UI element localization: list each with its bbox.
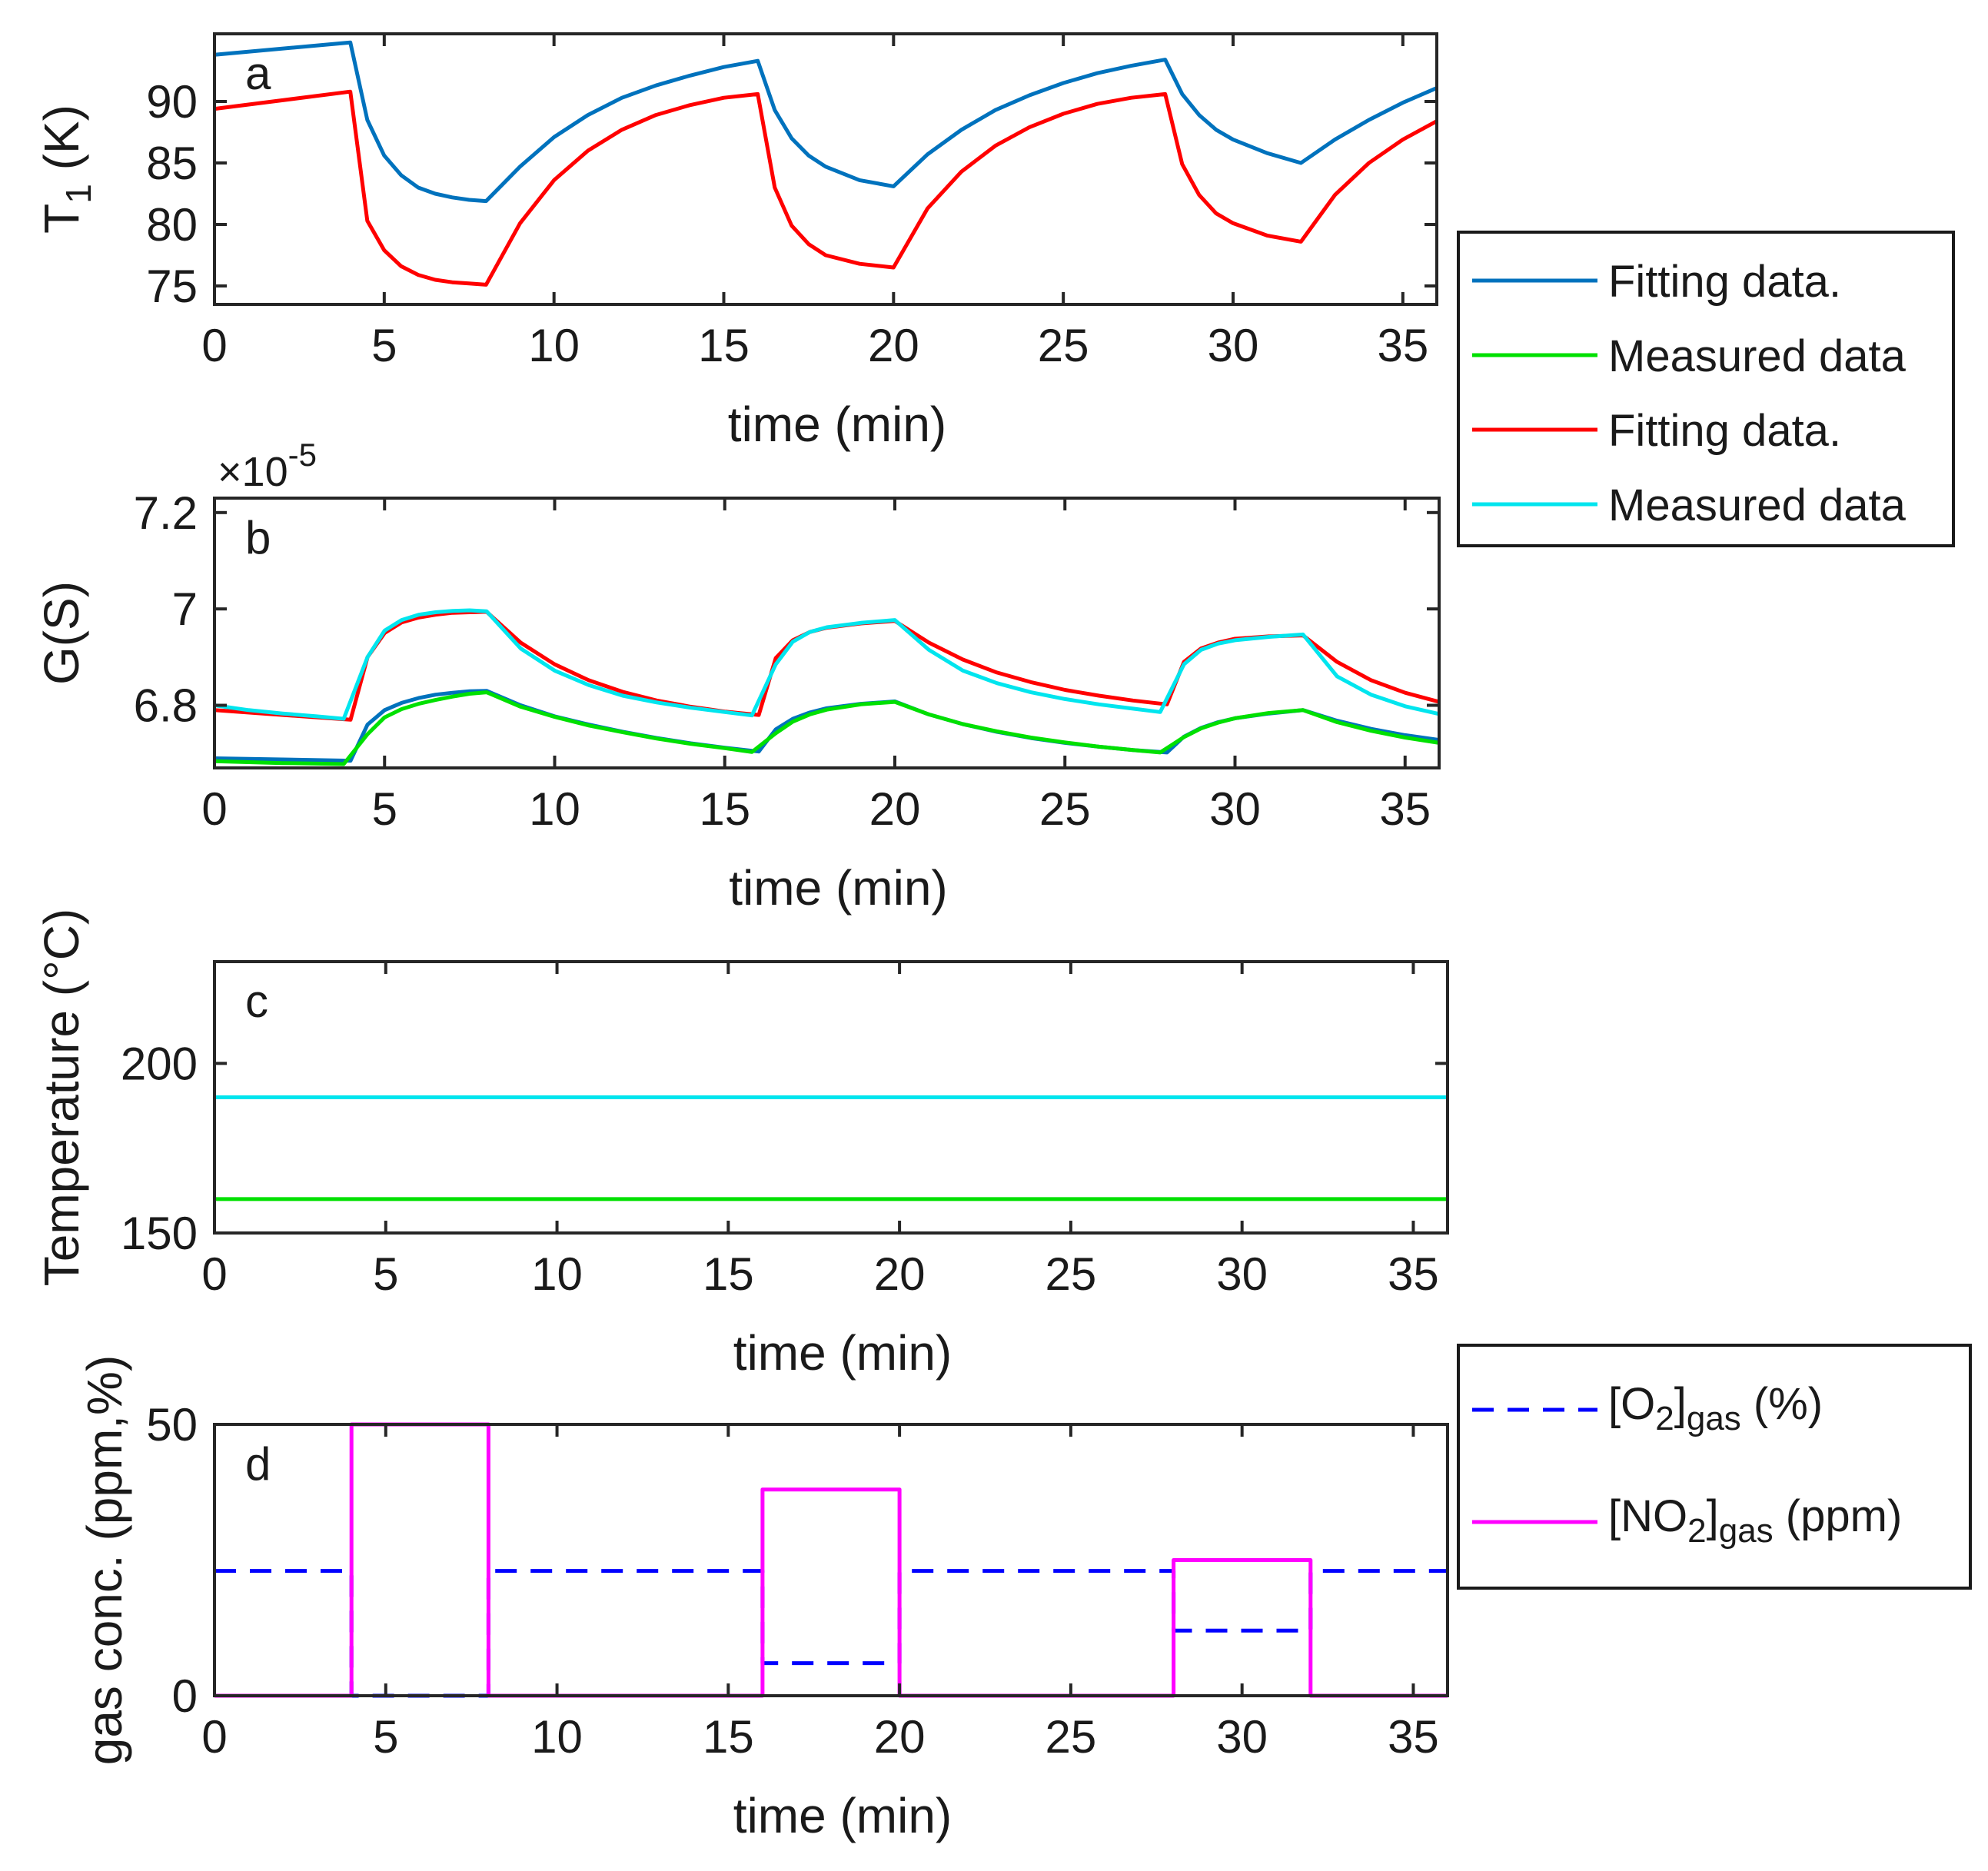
x-tick-label: 0 [201,783,227,835]
y-axis-label: G(S) [34,581,89,685]
y-tick-label: 7 [172,583,198,635]
legend-label: Measured data [1608,480,1907,530]
y-tick-label: 150 [121,1208,198,1259]
legend-label-sub: gas [1719,1512,1774,1550]
y-tick-label: 75 [146,261,198,312]
y-tick-label: 0 [172,1670,198,1722]
panel-letter: c [245,975,268,1027]
y-axis-label-sub: 1 [58,184,98,204]
x-axis-label: time (min) [733,1788,952,1843]
series-line-b-1 [214,690,1440,766]
y-axis-label-main: G(S) [34,581,89,685]
x-tick-label: 10 [531,1248,583,1300]
panel-letter: a [245,48,271,99]
legend-label-mid: ] [1674,1379,1687,1429]
series-line-a-0 [214,40,1438,204]
x-tick-label: 5 [373,1711,398,1763]
legend-label: Measured data [1608,331,1907,381]
x-axis-label: time (min) [729,860,947,916]
x-tick-label: 0 [201,1711,227,1763]
x-tick-label: 25 [1046,1711,1097,1763]
legend-label-main: [O [1608,1379,1655,1429]
x-tick-label: 35 [1377,320,1428,371]
legend-label-tail: (%) [1741,1379,1823,1429]
x-axis-label: time (min) [733,1325,952,1381]
axes-frame [213,960,1449,1235]
y-tick-label: 90 [146,76,198,128]
x-tick-label: 15 [698,320,750,371]
y-axis-label: gas conc. (ppm,%) [77,1355,132,1766]
x-tick-label: 35 [1388,1711,1439,1763]
legend-label-sub: 2 [1687,1512,1706,1550]
axes-frame [213,1423,1449,1697]
legend-label: Fitting data. [1608,257,1841,307]
legend-top: Fitting data. Measured data Fitting data. M… [1457,231,1955,547]
axes-frame [213,32,1438,306]
series-line-b-3 [214,608,1440,721]
panel-c: 0 5 10 15 20 25 30 35 150 200 time (min) Temperatur… [34,909,1449,1381]
x-tick-label: 30 [1216,1711,1268,1763]
x-tick-label: 25 [1039,783,1091,835]
y-axis-label-main: T [34,204,89,234]
legend-label-main: [NO [1608,1491,1687,1541]
x-tick-label: 5 [372,783,397,835]
x-tick-label: 25 [1046,1248,1097,1300]
legend-label: [O2]gas (%) [1608,1379,1823,1437]
exponent-label: ×10-5 [218,437,317,495]
y-tick-label: 7.2 [134,487,198,539]
x-tick-label: 30 [1208,320,1259,371]
y-axis-label-main: gas conc. (ppm,%) [77,1355,132,1766]
plot-area [214,34,1437,304]
y-axis-label: T1 (K) [34,105,98,234]
exponent-power: -5 [288,437,317,473]
legend-label-sub: gas [1687,1400,1741,1437]
y-tick-label: 200 [121,1038,198,1089]
x-tick-label: 10 [529,783,580,835]
x-tick-label: 0 [201,320,227,371]
x-tick-label: 5 [373,1248,398,1300]
x-tick-label: 35 [1379,783,1431,835]
legend-label-mid: ] [1707,1491,1719,1541]
series-line-a-2 [214,89,1438,287]
panel-letter: d [245,1438,271,1490]
panel-b: 0 5 10 15 20 25 30 35 6.8 7 7.2 time (min) G(S) ×10-5… [34,437,1441,916]
y-tick-label: 6.8 [134,680,198,732]
x-tick-label: 35 [1388,1248,1439,1300]
x-tick-label: 15 [703,1248,754,1300]
x-tick-label: 30 [1216,1248,1268,1300]
y-tick-label: 50 [146,1399,198,1451]
legend-label-sub: 2 [1655,1400,1674,1437]
y-tick-label: 85 [146,138,198,189]
x-tick-label: 10 [528,320,580,371]
panel-a: 0 5 10 15 20 25 30 35 75 80 85 90 time (min) T1 (K) a [34,32,1438,452]
exponent-base: ×10 [218,449,288,495]
legend-bottom: [O2]gas (%)[NO2]gas (ppm) [1457,1344,1972,1590]
y-axis-label-suffix: (K) [34,105,89,184]
legend-frame [1457,231,1955,547]
legend-frame [1457,1344,1972,1590]
y-axis-label-main: Temperature (°C) [34,909,89,1287]
x-axis-label: time (min) [728,397,946,452]
y-axis-label: Temperature (°C) [34,909,89,1287]
axes-frame [213,497,1441,769]
x-tick-label: 20 [874,1711,926,1763]
legend-label: [NO2]gas (ppm) [1608,1491,1902,1550]
x-tick-label: 20 [874,1248,926,1300]
x-tick-label: 15 [703,1711,754,1763]
x-tick-label: 20 [869,783,921,835]
legend-label: Fitting data. [1608,406,1841,456]
x-tick-label: 30 [1209,783,1261,835]
plot-area [214,498,1439,768]
x-tick-label: 15 [699,783,750,835]
x-tick-label: 20 [868,320,919,371]
x-tick-label: 5 [371,320,397,371]
x-tick-label: 10 [531,1711,583,1763]
y-tick-label: 80 [146,199,198,251]
x-tick-label: 0 [201,1248,227,1300]
x-tick-label: 25 [1038,320,1089,371]
panel-d: 0 5 10 15 20 25 30 35 0 50 time (min) gas conc. (pp… [77,1355,1449,1843]
panel-letter: b [245,512,271,563]
legend-label-tail: (ppm) [1774,1491,1903,1541]
